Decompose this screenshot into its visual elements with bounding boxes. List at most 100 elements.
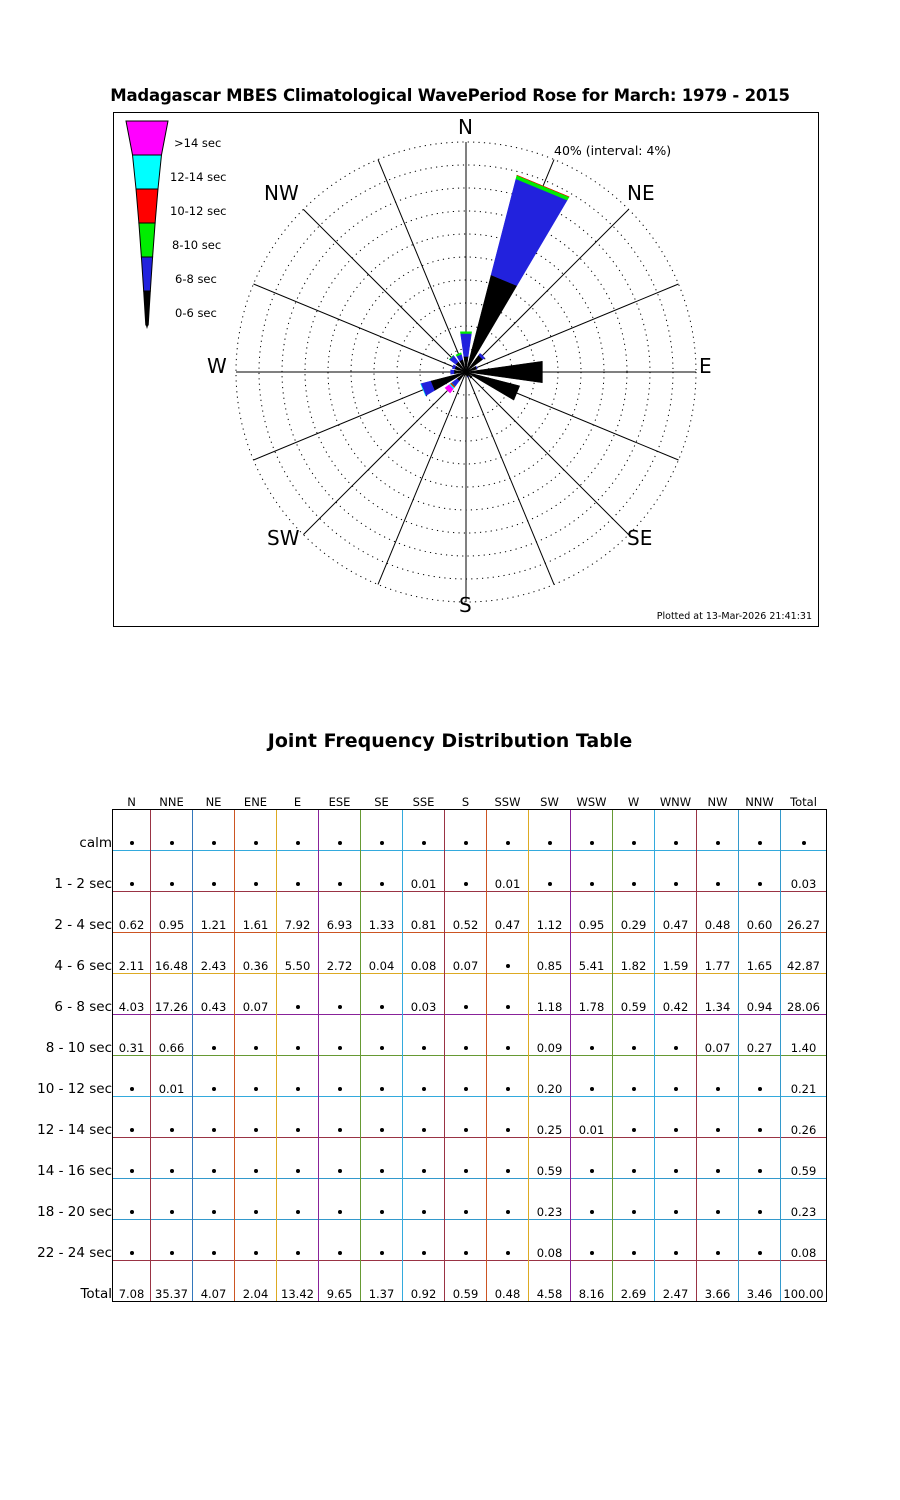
table-cell: 0.66 xyxy=(150,1014,193,1056)
empty-value-dot xyxy=(337,1004,342,1009)
table-cell xyxy=(570,1055,613,1097)
empty-value-dot xyxy=(463,1086,468,1091)
empty-value-dot xyxy=(337,840,342,845)
table-cell xyxy=(738,1055,781,1097)
table-cell xyxy=(570,1178,613,1220)
empty-value-dot xyxy=(169,1250,174,1255)
table-cell: 0.59 xyxy=(528,1137,571,1179)
table-col-header-ene: ENE xyxy=(234,795,277,810)
table-cell xyxy=(612,809,655,851)
empty-value-dot xyxy=(169,881,174,886)
table-cell xyxy=(696,1096,739,1138)
empty-value-dot xyxy=(129,1209,134,1214)
table-cell: 0.60 xyxy=(738,891,781,933)
table-cell: 2.47 xyxy=(654,1260,697,1302)
empty-value-dot xyxy=(211,1086,216,1091)
table-cell: 17.26 xyxy=(150,973,193,1015)
table-cell xyxy=(150,850,193,892)
table-cell: 0.48 xyxy=(696,891,739,933)
table-cell xyxy=(738,850,781,892)
table-cell xyxy=(696,1055,739,1097)
table-row: 1 - 2 sec 0.01 0.01 0.03 xyxy=(0,850,827,892)
table-cell xyxy=(192,1137,235,1179)
empty-value-dot xyxy=(631,1086,636,1091)
empty-value-dot xyxy=(421,1168,426,1173)
table-cell xyxy=(612,1178,655,1220)
page-title: Madagascar MBES Climatological WavePerio… xyxy=(110,86,790,105)
empty-value-dot xyxy=(421,1086,426,1091)
table-cell xyxy=(276,1055,319,1097)
empty-value-dot xyxy=(673,881,678,886)
table-cell: 0.08 xyxy=(402,932,445,974)
table-col-header-nnw: NNW xyxy=(738,795,781,810)
table-cell xyxy=(696,850,739,892)
legend-label-6-8: 6-8 sec xyxy=(175,272,217,286)
compass-label-se: SE xyxy=(627,526,653,550)
table-cell: 1.82 xyxy=(612,932,655,974)
table-cell xyxy=(276,973,319,1015)
table-cell: 4.58 xyxy=(528,1260,571,1302)
compass-label-s: S xyxy=(459,593,472,617)
table-cell xyxy=(150,1178,193,1220)
table-cell xyxy=(318,1137,361,1179)
table-cell xyxy=(654,1137,697,1179)
table-row-header: 8 - 10 sec xyxy=(0,1014,113,1056)
empty-value-dot xyxy=(673,840,678,845)
table-col-header-n: N xyxy=(112,795,151,810)
legend-swatch-4 xyxy=(140,256,154,292)
table-cell: 0.01 xyxy=(150,1055,193,1097)
table-cell: 0.43 xyxy=(192,973,235,1015)
empty-value-dot xyxy=(129,1168,134,1173)
table-cell xyxy=(654,1096,697,1138)
table-cell xyxy=(486,1137,529,1179)
empty-value-dot xyxy=(211,840,216,845)
table-cell: 0.36 xyxy=(234,932,277,974)
table-cell xyxy=(192,1178,235,1220)
table-cell xyxy=(654,1014,697,1056)
table-row: 4 - 6 sec 2.11 16.48 2.43 0.36 5.50 2.72 0.04 0.… xyxy=(0,932,827,974)
table-cell xyxy=(570,1219,613,1261)
empty-value-dot xyxy=(673,1086,678,1091)
table-cell xyxy=(318,1055,361,1097)
empty-value-dot xyxy=(379,1209,384,1214)
empty-value-dot xyxy=(715,1127,720,1132)
table-cell: 1.21 xyxy=(192,891,235,933)
table-cell: 1.77 xyxy=(696,932,739,974)
empty-value-dot xyxy=(295,881,300,886)
legend-swatch-5 xyxy=(143,290,151,326)
table-cell: 1.40 xyxy=(780,1014,827,1056)
compass-label-nw: NW xyxy=(264,181,299,205)
table-cell: 0.23 xyxy=(780,1178,827,1220)
table-cell xyxy=(444,1055,487,1097)
table-cell xyxy=(738,1137,781,1179)
table-cell: 2.69 xyxy=(612,1260,655,1302)
empty-value-dot xyxy=(379,1045,384,1050)
table-cell xyxy=(528,850,571,892)
table-cell: 42.87 xyxy=(780,932,827,974)
table-cell xyxy=(444,809,487,851)
table-cell: 28.06 xyxy=(780,973,827,1015)
table-cell xyxy=(654,1178,697,1220)
table-cell xyxy=(654,1219,697,1261)
table-col-header-nne: NNE xyxy=(150,795,193,810)
empty-value-dot xyxy=(421,1045,426,1050)
empty-value-dot xyxy=(421,1209,426,1214)
table-cell xyxy=(112,1096,151,1138)
table-cell: 0.23 xyxy=(528,1178,571,1220)
table-cell xyxy=(402,809,445,851)
table-cell xyxy=(654,809,697,851)
empty-value-dot xyxy=(715,881,720,886)
table-cell: 1.37 xyxy=(360,1260,403,1302)
empty-value-dot xyxy=(379,1250,384,1255)
table-row-header: 1 - 2 sec xyxy=(0,850,113,892)
table-cell xyxy=(654,850,697,892)
table-cell: 2.43 xyxy=(192,932,235,974)
empty-value-dot xyxy=(379,1127,384,1132)
empty-value-dot xyxy=(295,840,300,845)
table-cell xyxy=(486,1096,529,1138)
table-cell xyxy=(150,809,193,851)
empty-value-dot xyxy=(673,1168,678,1173)
table-cell: 26.27 xyxy=(780,891,827,933)
table-cell xyxy=(444,850,487,892)
table-cell xyxy=(234,1137,277,1179)
